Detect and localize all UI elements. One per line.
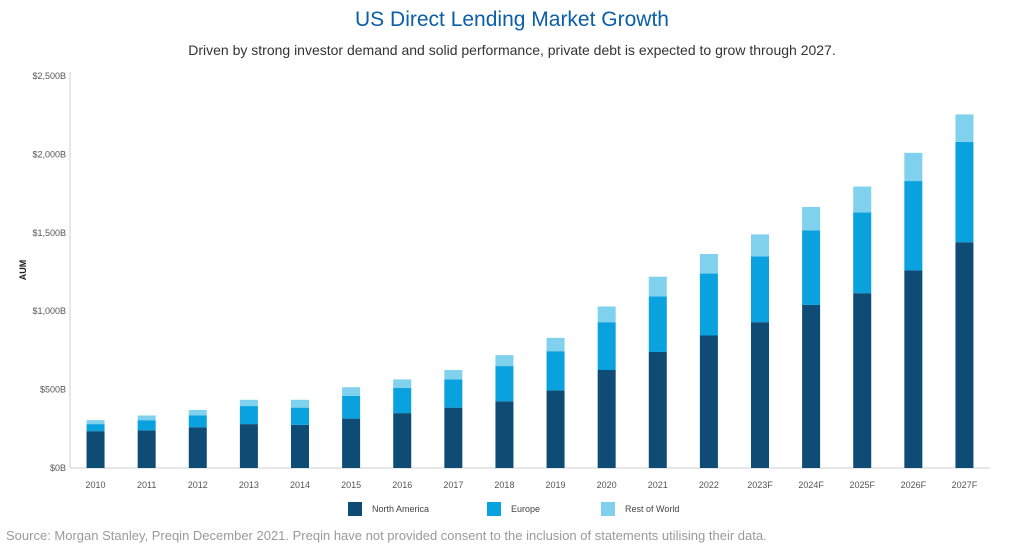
bar-north-america-2016 <box>393 413 412 468</box>
bar-rest-of-world-2012 <box>188 409 207 416</box>
bar-europe-2023f <box>751 256 769 323</box>
bar-europe-2014 <box>291 407 309 425</box>
x-tick-label: 2027F <box>952 480 978 490</box>
legend-swatch-europe <box>487 502 501 516</box>
bar-rest-of-world-2015 <box>342 387 361 396</box>
bar-rest-of-world-2024f <box>802 206 821 231</box>
legend-swatch-rest-of-world <box>601 502 615 516</box>
bar-europe-2027f <box>955 141 974 243</box>
bar-europe-2026f <box>904 181 923 271</box>
y-axis-title: AUM <box>18 260 28 281</box>
bar-north-america-2023f <box>751 322 769 468</box>
x-tick-label: 2014 <box>290 480 310 490</box>
bar-north-america-2022 <box>699 335 718 468</box>
bar-north-america-2026f <box>904 270 923 468</box>
x-tick-label: 2021 <box>648 480 668 490</box>
bar-north-america-2025f <box>853 293 872 468</box>
bar-rest-of-world-2013 <box>239 399 258 407</box>
bar-rest-of-world-2026f <box>904 152 923 182</box>
bar-north-america-2017 <box>444 407 463 468</box>
bar-north-america-2012 <box>188 427 207 468</box>
y-tick-label: $500B <box>40 385 66 395</box>
axes: $0B $500B $1,000B $1,500B $2,000B $2,500B AUM <box>18 71 990 473</box>
bar-rest-of-world-2020 <box>597 306 616 323</box>
bar-north-america-2020 <box>597 370 616 468</box>
x-tick-label: 2023F <box>747 480 773 490</box>
bar-rest-of-world-2019 <box>546 337 565 352</box>
bar-north-america-2024f <box>802 304 821 468</box>
bar-europe-2025f <box>853 212 872 294</box>
x-tick-label: 2018 <box>494 480 514 490</box>
source-note: Source: Morgan Stanley, Preqin December … <box>6 528 767 543</box>
bar-north-america-2021 <box>648 351 667 468</box>
bar-rest-of-world-2027f <box>955 114 974 142</box>
x-tick-label: 2026F <box>901 480 927 490</box>
bar-europe-2012 <box>188 415 207 428</box>
bar-rest-of-world-2010 <box>86 420 105 425</box>
x-tick-label: 2011 <box>137 480 156 490</box>
bar-north-america-2027f <box>955 242 974 468</box>
bar-north-america-2018 <box>495 401 514 468</box>
legend-label-rest-of-world: Rest of World <box>625 504 679 514</box>
bar-europe-2017 <box>444 379 463 408</box>
y-tick-label: $2,500B <box>32 71 66 81</box>
bar-rest-of-world-2022 <box>699 253 718 274</box>
bar-europe-2018 <box>495 366 514 402</box>
bar-rest-of-world-2014 <box>291 399 309 408</box>
bar-europe-2011 <box>137 420 156 431</box>
y-tick-label: $1,000B <box>32 306 66 316</box>
bar-rest-of-world-2016 <box>393 379 412 389</box>
bar-europe-2015 <box>342 395 361 419</box>
bar-europe-2010 <box>86 424 105 432</box>
bar-europe-2020 <box>597 322 616 370</box>
bar-rest-of-world-2025f <box>853 186 872 213</box>
bar-rest-of-world-2017 <box>444 370 463 380</box>
x-tick-label: 2019 <box>546 480 566 490</box>
bar-north-america-2013 <box>239 424 258 468</box>
x-tick-labels: 2010 2011 2012 2013 2014 2015 2016 2017 2018 2019… <box>86 480 978 490</box>
x-tick-label: 2015 <box>341 480 361 490</box>
chart-title: US Direct Lending Market Growth <box>355 8 669 31</box>
bar-europe-2022 <box>699 273 718 336</box>
bar-europe-2013 <box>239 406 258 425</box>
legend-label-north-america: North America <box>372 504 429 514</box>
y-tick-label: $2,000B <box>32 149 66 159</box>
x-tick-label: 2010 <box>86 480 106 490</box>
bar-rest-of-world-2021 <box>648 276 667 297</box>
bar-europe-2024f <box>802 230 821 305</box>
legend-swatch-north-america <box>348 502 362 516</box>
legend: North America Europe Rest of World <box>348 502 679 516</box>
bar-rest-of-world-2011 <box>137 415 156 421</box>
y-tick-label: $1,500B <box>32 228 66 238</box>
bar-north-america-2010 <box>86 431 105 468</box>
bar-rest-of-world-2023f <box>751 234 769 257</box>
x-tick-label: 2022 <box>699 480 719 490</box>
bar-rest-of-world-2018 <box>495 355 514 367</box>
bars <box>86 114 974 468</box>
bar-north-america-2011 <box>137 430 156 468</box>
bar-europe-2016 <box>393 388 412 414</box>
bar-north-america-2014 <box>291 424 309 468</box>
x-tick-label: 2017 <box>443 480 463 490</box>
x-tick-label: 2024F <box>798 480 824 490</box>
bar-north-america-2019 <box>546 390 565 468</box>
y-tick-label: $0B <box>50 463 66 473</box>
chart-subtitle: Driven by strong investor demand and sol… <box>188 42 836 58</box>
x-tick-label: 2013 <box>239 480 259 490</box>
legend-label-europe: Europe <box>511 504 540 514</box>
bar-europe-2019 <box>546 351 565 391</box>
x-tick-label: 2012 <box>188 480 208 490</box>
x-tick-label: 2016 <box>392 480 412 490</box>
x-tick-label: 2025F <box>849 480 875 490</box>
bar-north-america-2015 <box>342 418 361 468</box>
x-tick-label: 2020 <box>597 480 617 490</box>
bar-europe-2021 <box>648 296 667 352</box>
